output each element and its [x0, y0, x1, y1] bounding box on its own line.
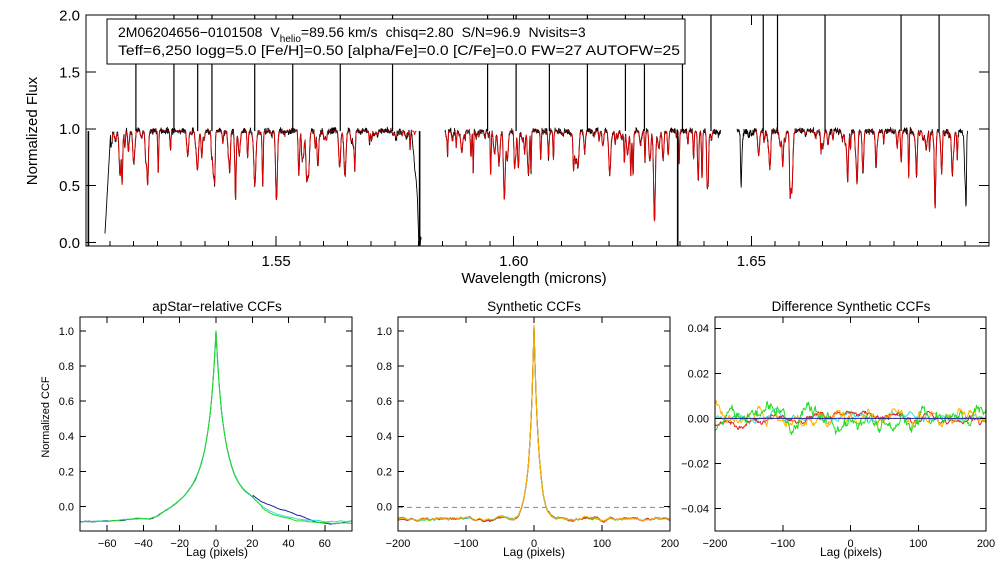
ccf1-series-3	[80, 330, 352, 525]
ytick-label: 1.5	[59, 64, 80, 81]
ccf2-title: Synthetic CCFs	[487, 299, 581, 314]
ccf2-plot-area	[398, 324, 670, 523]
xtick-label: 100	[593, 538, 611, 550]
xtick-label: 1.55	[262, 253, 291, 270]
ccf1-ticks: −60 −40 −20 0 20 40 60 0.0 0.2 0.4 0.6 0.8 1.0	[59, 317, 352, 550]
object-id: 2M06204656−0101508	[118, 24, 263, 40]
spectrum-model-chip2	[444, 130, 716, 222]
ytick-label: 0.6	[377, 396, 392, 408]
spectrum-model-chip3	[753, 130, 959, 209]
ccf1-xlabel: Lag (pixels)	[186, 545, 248, 559]
spectrum-ylabel: Normalized Flux	[24, 76, 41, 185]
xtick-label: −20	[170, 538, 189, 550]
ytick-label: 0.02	[688, 368, 709, 380]
ccf1-axes-frame	[79, 316, 353, 532]
ccf1-title: apStar−relative CCFs	[152, 299, 282, 314]
xtick-label: −60	[98, 538, 117, 550]
ytick-label: 0.04	[688, 323, 709, 335]
ytick-label: 2.0	[59, 7, 80, 24]
vhelio-symbol: V	[270, 24, 280, 40]
ccf3-series-3	[715, 400, 986, 431]
xtick-label: −40	[134, 538, 153, 550]
ccf3-plot-area	[715, 400, 986, 436]
xtick-label: 200	[977, 538, 995, 550]
ytick-label: 0.4	[59, 431, 74, 443]
chisq-value: chisq=2.80	[386, 24, 454, 40]
vhelio-subscript: helio	[280, 34, 302, 45]
ytick-label: 0.0	[59, 501, 74, 513]
xtick-label: −100	[770, 538, 795, 550]
xtick-label: 0	[847, 538, 853, 550]
xtick-label: −200	[703, 538, 728, 550]
xtick-label: 100	[909, 538, 927, 550]
xtick-label: 20	[246, 538, 258, 550]
ytick-label: 0.8	[59, 361, 74, 373]
xtick-label: 60	[319, 538, 331, 550]
spectrum-model-chip1	[111, 130, 417, 201]
ccf1-panel: apStar−relative CCFs −60 −40 −20 0 20 40 60 0.0…	[40, 299, 353, 559]
ccf1-series-2	[80, 330, 352, 523]
ccf2-panel: Synthetic CCFs −200 −100 0 100 200 0.0 0.2 0.4 0…	[377, 299, 679, 559]
ccf3-axes-frame	[714, 316, 987, 532]
xtick-label: 0	[531, 538, 537, 550]
ytick-label: 0.5	[59, 178, 80, 195]
spectrum-ticks: 1.55 1.60 1.65 0.0 0.5 1.0 1.5 2.0	[59, 7, 990, 270]
ytick-label: 0.0	[377, 501, 392, 513]
vhelio-value: =89.56 km/s	[301, 24, 378, 40]
ccf1-plot-area	[80, 330, 352, 525]
spectrum-panel: 1.55 1.60 1.65 0.0 0.5 1.0 1.5 2.0 Normalized F…	[24, 7, 990, 287]
snr-value: S/N=96.9	[462, 24, 521, 40]
xtick-label: 200	[661, 538, 679, 550]
ccf2-series-4	[398, 324, 670, 523]
ccf2-series-5	[398, 324, 670, 522]
ccf3-panel: Difference Synthetic CCFs −200 −100 0 100 20…	[681, 299, 995, 559]
annotation-box	[106, 18, 686, 65]
ytick-label: 0.6	[59, 396, 74, 408]
ytick-label: 1.0	[59, 121, 80, 138]
ytick-label: 0.2	[377, 466, 392, 478]
ccf2-ticks: −200 −100 0 100 200 0.0 0.2 0.4 0.6 0.8 1.0	[377, 317, 679, 550]
xtick-label: 40	[282, 538, 294, 550]
ytick-label: 0.4	[377, 431, 392, 443]
stellar-params: Teff=6,250 logg=5.0 [Fe/H]=0.50 [alpha/F…	[118, 42, 680, 58]
ccf3-xlabel: Lag (pixels)	[820, 545, 882, 559]
ccf2-xlabel: Lag (pixels)	[503, 545, 565, 559]
xtick-label: −100	[454, 538, 479, 550]
ytick-label: 0.2	[59, 466, 74, 478]
ytick-label: 0.00	[688, 413, 709, 425]
ccf2-series-3	[398, 325, 670, 523]
spectrum-xlabel: Wavelength (microns)	[461, 270, 606, 287]
ytick-label: −0.02	[681, 458, 709, 470]
ccf3-title: Difference Synthetic CCFs	[772, 299, 931, 314]
xtick-label: 1.65	[737, 253, 766, 270]
ccf1-ylabel: Normalized CCF	[40, 376, 52, 458]
ccf3-ticks: −200 −100 0 100 200 −0.04 −0.02 0.00 0.02 0.04	[681, 317, 995, 550]
ytick-label: 0.8	[377, 361, 392, 373]
ccf1-series-1	[80, 330, 352, 525]
ccf3-series-2	[715, 410, 986, 431]
ccf2-axes-frame	[397, 316, 671, 532]
nvisits-value: Nvisits=3	[528, 24, 585, 40]
xtick-label: −200	[386, 538, 411, 550]
ytick-label: 1.0	[59, 326, 74, 338]
ccf2-series-1	[398, 325, 670, 523]
spectrum-observed-chip1	[104, 126, 422, 246]
ytick-label: −0.04	[681, 503, 709, 515]
ytick-label: 1.0	[377, 326, 392, 338]
xtick-label: 0	[213, 538, 219, 550]
ccf2-series-2	[398, 325, 670, 522]
ytick-label: 0.0	[59, 235, 80, 252]
spectrum-observed-chip2	[444, 127, 721, 222]
xtick-label: 1.60	[499, 253, 528, 270]
spectrum-annotation: 2M06204656−0101508 Vhelio=89.56 km/s chisq…	[106, 18, 686, 65]
